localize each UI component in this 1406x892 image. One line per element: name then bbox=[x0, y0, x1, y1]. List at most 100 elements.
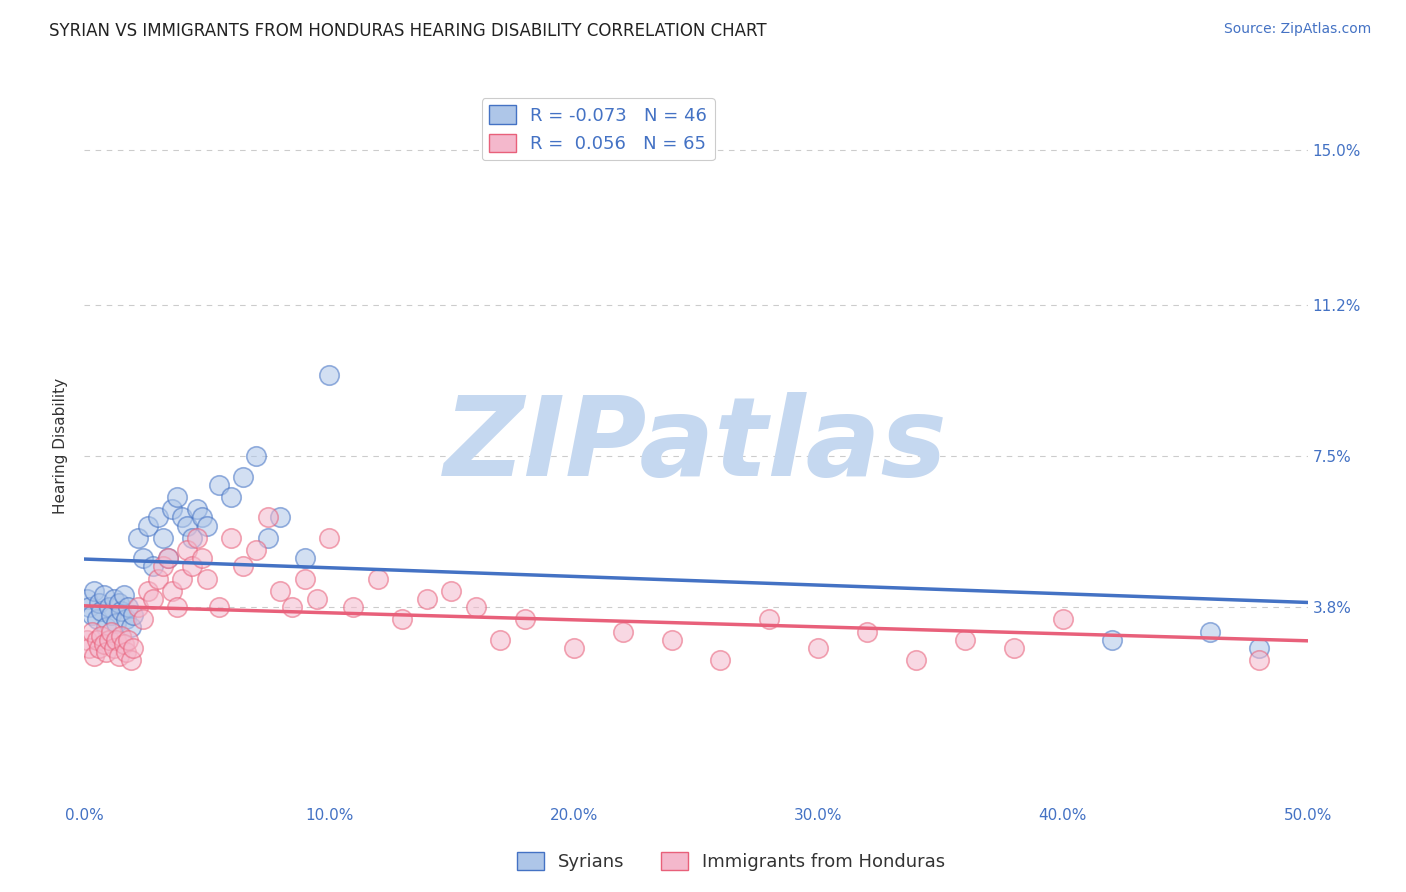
Point bbox=[86, 612, 108, 626]
Point bbox=[269, 510, 291, 524]
Point bbox=[122, 608, 145, 623]
Point bbox=[391, 612, 413, 626]
Point bbox=[232, 469, 254, 483]
Point bbox=[219, 531, 242, 545]
Point bbox=[83, 583, 105, 598]
Point bbox=[195, 572, 218, 586]
Point bbox=[1052, 612, 1074, 626]
Point bbox=[115, 645, 138, 659]
Point bbox=[856, 624, 879, 639]
Point bbox=[77, 600, 100, 615]
Point bbox=[120, 620, 142, 634]
Point bbox=[1101, 632, 1123, 647]
Text: ZIPatlas: ZIPatlas bbox=[444, 392, 948, 500]
Point bbox=[191, 551, 214, 566]
Point bbox=[77, 640, 100, 655]
Point bbox=[257, 510, 280, 524]
Point bbox=[87, 640, 110, 655]
Point bbox=[136, 583, 159, 598]
Point bbox=[156, 551, 179, 566]
Point bbox=[136, 518, 159, 533]
Point bbox=[416, 591, 439, 606]
Point bbox=[195, 518, 218, 533]
Point bbox=[219, 490, 242, 504]
Point bbox=[464, 600, 486, 615]
Point bbox=[127, 600, 149, 615]
Point bbox=[709, 653, 731, 667]
Point bbox=[97, 632, 120, 647]
Point bbox=[100, 624, 122, 639]
Text: Source: ZipAtlas.com: Source: ZipAtlas.com bbox=[1223, 22, 1371, 37]
Point bbox=[440, 583, 463, 598]
Legend: R = -0.073   N = 46, R =  0.056   N = 65: R = -0.073 N = 46, R = 0.056 N = 65 bbox=[482, 98, 714, 161]
Point bbox=[172, 510, 194, 524]
Point bbox=[208, 477, 231, 491]
Legend: Syrians, Immigrants from Honduras: Syrians, Immigrants from Honduras bbox=[509, 845, 953, 879]
Point bbox=[152, 559, 174, 574]
Point bbox=[953, 632, 976, 647]
Point bbox=[97, 600, 120, 615]
Point bbox=[1198, 624, 1220, 639]
Point bbox=[208, 600, 231, 615]
Point bbox=[807, 640, 830, 655]
Point bbox=[166, 490, 188, 504]
Point bbox=[120, 653, 142, 667]
Point bbox=[80, 608, 103, 623]
Point bbox=[117, 600, 139, 615]
Point bbox=[122, 640, 145, 655]
Text: SYRIAN VS IMMIGRANTS FROM HONDURAS HEARING DISABILITY CORRELATION CHART: SYRIAN VS IMMIGRANTS FROM HONDURAS HEARI… bbox=[49, 22, 766, 40]
Point bbox=[127, 531, 149, 545]
Point bbox=[132, 551, 155, 566]
Point bbox=[172, 572, 194, 586]
Point bbox=[110, 604, 132, 618]
Point bbox=[176, 543, 198, 558]
Point bbox=[294, 551, 316, 566]
Point bbox=[115, 612, 138, 626]
Point bbox=[105, 632, 128, 647]
Point bbox=[257, 531, 280, 545]
Point bbox=[76, 632, 98, 647]
Point bbox=[96, 645, 118, 659]
Point bbox=[166, 600, 188, 615]
Point bbox=[232, 559, 254, 574]
Point bbox=[76, 591, 98, 606]
Point bbox=[342, 600, 364, 615]
Point bbox=[105, 616, 128, 631]
Point bbox=[107, 596, 129, 610]
Point bbox=[90, 604, 112, 618]
Point bbox=[905, 653, 928, 667]
Point bbox=[152, 531, 174, 545]
Point bbox=[90, 629, 112, 643]
Point bbox=[191, 510, 214, 524]
Point bbox=[146, 510, 169, 524]
Point bbox=[96, 620, 118, 634]
Point bbox=[758, 612, 780, 626]
Point bbox=[83, 648, 105, 663]
Point bbox=[489, 632, 512, 647]
Point bbox=[162, 502, 184, 516]
Point bbox=[294, 572, 316, 586]
Point bbox=[86, 632, 108, 647]
Point bbox=[269, 583, 291, 598]
Point bbox=[1002, 640, 1025, 655]
Point bbox=[112, 588, 135, 602]
Point bbox=[181, 531, 204, 545]
Point bbox=[1247, 653, 1270, 667]
Y-axis label: Hearing Disability: Hearing Disability bbox=[53, 378, 69, 514]
Point bbox=[112, 637, 135, 651]
Point bbox=[142, 591, 165, 606]
Point bbox=[176, 518, 198, 533]
Point bbox=[1247, 640, 1270, 655]
Point bbox=[110, 629, 132, 643]
Point bbox=[245, 543, 267, 558]
Point bbox=[103, 640, 125, 655]
Point bbox=[367, 572, 389, 586]
Point bbox=[156, 551, 179, 566]
Point bbox=[107, 648, 129, 663]
Point bbox=[562, 640, 585, 655]
Point bbox=[186, 531, 208, 545]
Point bbox=[117, 632, 139, 647]
Point bbox=[93, 637, 115, 651]
Point bbox=[612, 624, 634, 639]
Point bbox=[146, 572, 169, 586]
